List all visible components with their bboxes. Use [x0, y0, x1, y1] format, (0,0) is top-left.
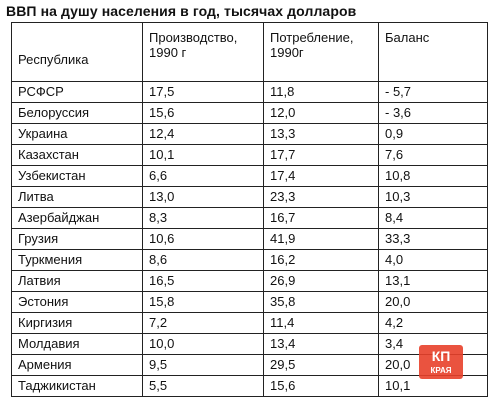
cell-balance: - 3,6	[378, 102, 488, 124]
cell-balance: 10,1	[378, 375, 488, 397]
cell-balance: 33,3	[378, 228, 488, 250]
cell-production: 8,6	[142, 249, 264, 271]
cell-balance: 0,9	[378, 123, 488, 145]
cell-production: 10,6	[142, 228, 264, 250]
cell-production: 8,3	[142, 207, 264, 229]
logo-top-text: КП	[432, 348, 451, 364]
table-row: Азербайджан 8,3 16,7 8,4	[11, 207, 488, 229]
cell-balance: 4,0	[378, 249, 488, 271]
table-row: Таджикистан 5,5 15,6 10,1	[11, 375, 488, 397]
cell-republic: Белоруссия	[11, 102, 143, 124]
table-row: РСФСР 17,5 11,8- 5,7	[11, 81, 488, 103]
cell-production: 5,5	[142, 375, 264, 397]
cell-republic: Украина	[11, 123, 143, 145]
cell-republic: Молдавия	[11, 333, 143, 355]
cell-republic: Туркмения	[11, 249, 143, 271]
table-header-row: Республика Производство, 1990 г Потребле…	[11, 22, 488, 82]
cell-consumption: 16,7	[263, 207, 379, 229]
cell-balance: 4,2	[378, 312, 488, 334]
cell-consumption: 11,8	[263, 81, 379, 103]
cell-balance: - 5,7	[378, 81, 488, 103]
header-balance: Баланс	[378, 22, 488, 82]
cell-balance: 20,0	[378, 291, 488, 313]
cell-republic: Грузия	[11, 228, 143, 250]
table-row: Киргизия 7,2 11,4 4,2	[11, 312, 488, 334]
cell-production: 12,4	[142, 123, 264, 145]
header-republic: Республика	[11, 22, 143, 82]
logo-bottom-text: КРАЯ	[430, 366, 451, 375]
kp-logo: КП КРАЯ	[419, 345, 463, 379]
cell-consumption: 12,0	[263, 102, 379, 124]
cell-republic: Латвия	[11, 270, 143, 292]
cell-consumption: 16,2	[263, 249, 379, 271]
table-row: Латвия 16,5 26,9 13,1	[11, 270, 488, 292]
cell-production: 9,5	[142, 354, 264, 376]
cell-consumption: 26,9	[263, 270, 379, 292]
cell-consumption: 17,7	[263, 144, 379, 166]
cell-consumption: 23,3	[263, 186, 379, 208]
cell-consumption: 13,4	[263, 333, 379, 355]
cell-republic: Узбекистан	[11, 165, 143, 187]
table-row: Эстония 15,8 35,8 20,0	[11, 291, 488, 313]
cell-production: 15,8	[142, 291, 264, 313]
cell-consumption: 17,4	[263, 165, 379, 187]
gdp-table: Республика Производство, 1990 г Потребле…	[11, 22, 488, 397]
cell-republic: Таджикистан	[11, 375, 143, 397]
cell-production: 10,0	[142, 333, 264, 355]
table-row: Белоруссия 15,6 12,0- 3,6	[11, 102, 488, 124]
table-row: Литва 13,0 23,3 10,3	[11, 186, 488, 208]
cell-production: 16,5	[142, 270, 264, 292]
table-body: РСФСР 17,5 11,8- 5,7 Белоруссия 15,6 12,0- 3,…	[11, 81, 488, 397]
cell-production: 6,6	[142, 165, 264, 187]
header-consumption: Потребление, 1990г	[263, 22, 379, 82]
table-row: Украина 12,4 13,3 0,9	[11, 123, 488, 145]
header-production: Производство, 1990 г	[142, 22, 264, 82]
page-title: ВВП на душу населения в год, тысячах дол…	[6, 3, 357, 19]
cell-republic: РСФСР	[11, 81, 143, 103]
cell-production: 13,0	[142, 186, 264, 208]
table-row: Узбекистан 6,6 17,4 10,8	[11, 165, 488, 187]
cell-republic: Азербайджан	[11, 207, 143, 229]
cell-republic: Казахстан	[11, 144, 143, 166]
cell-consumption: 15,6	[263, 375, 379, 397]
cell-republic: Эстония	[11, 291, 143, 313]
table-row: Армения 9,5 29,5 20,0	[11, 354, 488, 376]
cell-consumption: 41,9	[263, 228, 379, 250]
cell-balance: 10,3	[378, 186, 488, 208]
cell-production: 7,2	[142, 312, 264, 334]
cell-production: 17,5	[142, 81, 264, 103]
cell-republic: Армения	[11, 354, 143, 376]
cell-consumption: 35,8	[263, 291, 379, 313]
cell-production: 15,6	[142, 102, 264, 124]
cell-consumption: 29,5	[263, 354, 379, 376]
table-row: Туркмения 8,6 16,2 4,0	[11, 249, 488, 271]
table-row: Казахстан 10,1 17,7 7,6	[11, 144, 488, 166]
logo-background	[419, 345, 463, 379]
cell-balance: 13,1	[378, 270, 488, 292]
cell-republic: Литва	[11, 186, 143, 208]
cell-consumption: 11,4	[263, 312, 379, 334]
cell-balance: 10,8	[378, 165, 488, 187]
cell-balance: 8,4	[378, 207, 488, 229]
cell-production: 10,1	[142, 144, 264, 166]
table-row: Грузия 10,6 41,9 33,3	[11, 228, 488, 250]
cell-consumption: 13,3	[263, 123, 379, 145]
cell-republic: Киргизия	[11, 312, 143, 334]
cell-balance: 7,6	[378, 144, 488, 166]
